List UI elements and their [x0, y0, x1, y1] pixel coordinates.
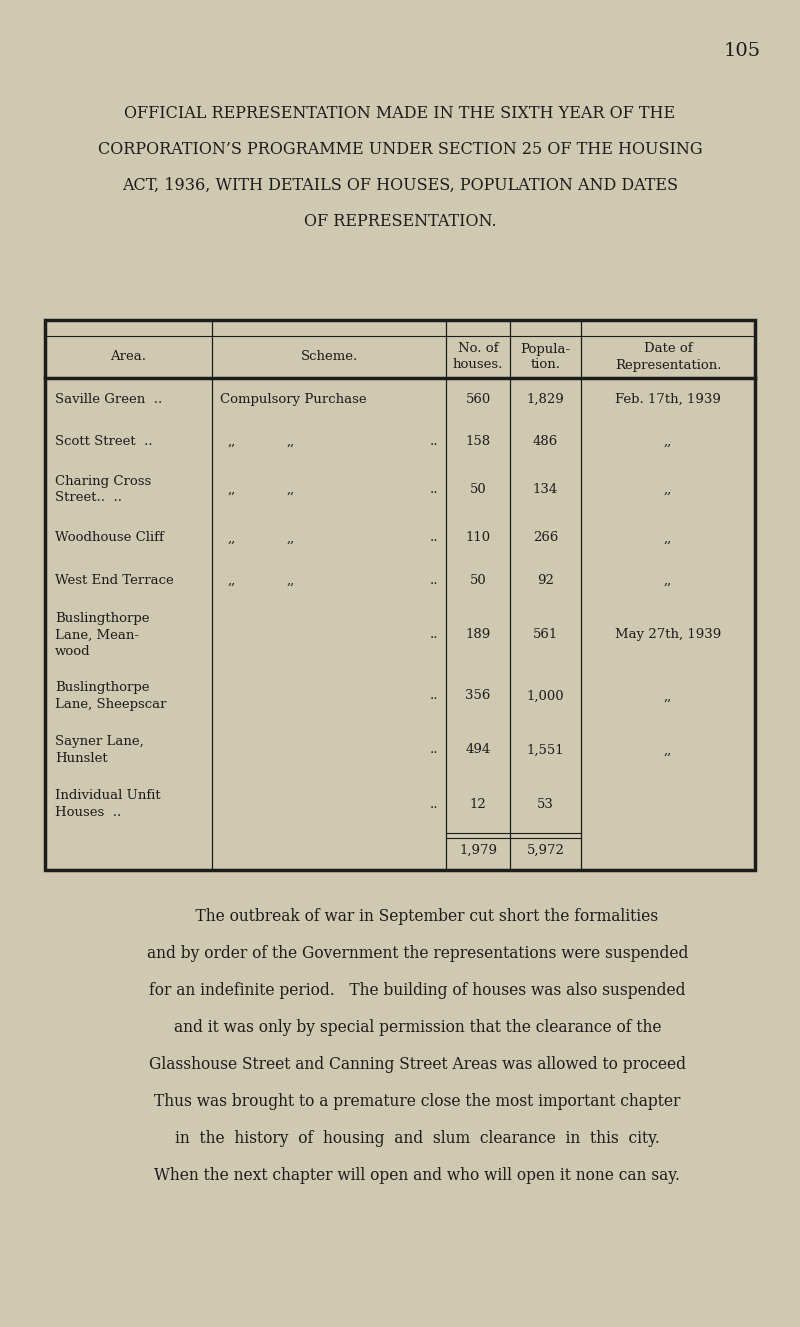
Text: West End Terrace: West End Terrace [55, 573, 174, 587]
Text: Scott Street  ..: Scott Street .. [55, 435, 153, 449]
Text: ,,: ,, [228, 483, 236, 496]
Text: ..: .. [430, 743, 438, 756]
Text: Woodhouse Cliff: Woodhouse Cliff [55, 531, 164, 544]
Text: No. of
houses.: No. of houses. [453, 342, 503, 372]
Text: Compulsory Purchase: Compulsory Purchase [220, 393, 366, 406]
Text: ,,: ,, [287, 483, 295, 496]
Text: 1,551: 1,551 [526, 743, 564, 756]
Text: May 27th, 1939: May 27th, 1939 [615, 629, 721, 641]
Text: in  the  history  of  housing  and  slum  clearance  in  this  city.: in the history of housing and slum clear… [175, 1131, 660, 1147]
Text: Buslingthorpe
Lane, Mean-
wood: Buslingthorpe Lane, Mean- wood [55, 612, 150, 658]
Text: ,,: ,, [228, 531, 236, 544]
Text: 5,972: 5,972 [526, 844, 565, 857]
Text: and it was only by special permission that the clearance of the: and it was only by special permission th… [174, 1019, 662, 1036]
Text: Thus was brought to a premature close the most important chapter: Thus was brought to a premature close th… [154, 1093, 681, 1109]
Text: ,,: ,, [664, 743, 672, 756]
Text: for an indefinite period.   The building of houses was also suspended: for an indefinite period. The building o… [150, 982, 686, 999]
Text: 50: 50 [470, 483, 486, 496]
Text: 266: 266 [533, 531, 558, 544]
Text: OF REPRESENTATION.: OF REPRESENTATION. [304, 214, 496, 230]
Text: Sayner Lane,
Hunslet: Sayner Lane, Hunslet [55, 735, 144, 764]
Text: ,,: ,, [287, 435, 295, 449]
Text: ,,: ,, [664, 435, 672, 449]
Text: 561: 561 [533, 629, 558, 641]
Text: Popula-
tion.: Popula- tion. [521, 342, 570, 372]
Text: 53: 53 [537, 798, 554, 811]
Text: CORPORATION’S PROGRAMME UNDER SECTION 25 OF THE HOUSING: CORPORATION’S PROGRAMME UNDER SECTION 25… [98, 141, 702, 158]
Text: ..: .. [430, 689, 438, 702]
Text: ..: .. [430, 798, 438, 811]
Text: Date of
Representation.: Date of Representation. [614, 342, 722, 372]
Text: When the next chapter will open and who will open it none can say.: When the next chapter will open and who … [154, 1166, 681, 1184]
Text: Feb. 17th, 1939: Feb. 17th, 1939 [615, 393, 721, 406]
Text: ,,: ,, [664, 531, 672, 544]
Text: Charing Cross
Street..  ..: Charing Cross Street.. .. [55, 475, 151, 504]
Text: ,,: ,, [664, 483, 672, 496]
Text: 494: 494 [466, 743, 490, 756]
Text: ,,: ,, [228, 435, 236, 449]
Text: 158: 158 [466, 435, 490, 449]
Text: The outbreak of war in September cut short the formalities: The outbreak of war in September cut sho… [177, 908, 658, 925]
Text: Individual Unfit
Houses  ..: Individual Unfit Houses .. [55, 790, 161, 819]
Text: ,,: ,, [228, 573, 236, 587]
Text: and by order of the Government the representations were suspended: and by order of the Government the repre… [147, 945, 688, 962]
Text: OFFICIAL REPRESENTATION MADE IN THE SIXTH YEAR OF THE: OFFICIAL REPRESENTATION MADE IN THE SIXT… [125, 105, 675, 122]
Text: ..: .. [430, 435, 438, 449]
Text: 1,829: 1,829 [526, 393, 565, 406]
Text: 110: 110 [466, 531, 490, 544]
Text: ..: .. [430, 483, 438, 496]
Text: ..: .. [430, 573, 438, 587]
Text: 1,979: 1,979 [459, 844, 497, 857]
Text: ..: .. [430, 629, 438, 641]
Bar [45, 320, 755, 871]
Text: 356: 356 [466, 689, 490, 702]
Text: Saville Green  ..: Saville Green .. [55, 393, 162, 406]
Text: Glasshouse Street and Canning Street Areas was allowed to proceed: Glasshouse Street and Canning Street Are… [149, 1056, 686, 1074]
Text: 134: 134 [533, 483, 558, 496]
Text: Buslingthorpe
Lane, Sheepscar: Buslingthorpe Lane, Sheepscar [55, 681, 166, 710]
Text: Area.: Area. [110, 350, 146, 364]
Text: ,,: ,, [287, 573, 295, 587]
Text: Scheme.: Scheme. [300, 350, 358, 364]
Text: ..: .. [430, 531, 438, 544]
Text: 560: 560 [466, 393, 490, 406]
Text: ,,: ,, [664, 689, 672, 702]
Text: ,,: ,, [664, 573, 672, 587]
Text: 50: 50 [470, 573, 486, 587]
Text: 189: 189 [466, 629, 490, 641]
Text: ,,: ,, [287, 531, 295, 544]
Text: 1,000: 1,000 [526, 689, 564, 702]
Text: ACT, 1936, WITH DETAILS OF HOUSES, POPULATION AND DATES: ACT, 1936, WITH DETAILS OF HOUSES, POPUL… [122, 176, 678, 194]
Text: 12: 12 [470, 798, 486, 811]
Text: 486: 486 [533, 435, 558, 449]
Text: 105: 105 [723, 42, 761, 60]
Text: 92: 92 [537, 573, 554, 587]
